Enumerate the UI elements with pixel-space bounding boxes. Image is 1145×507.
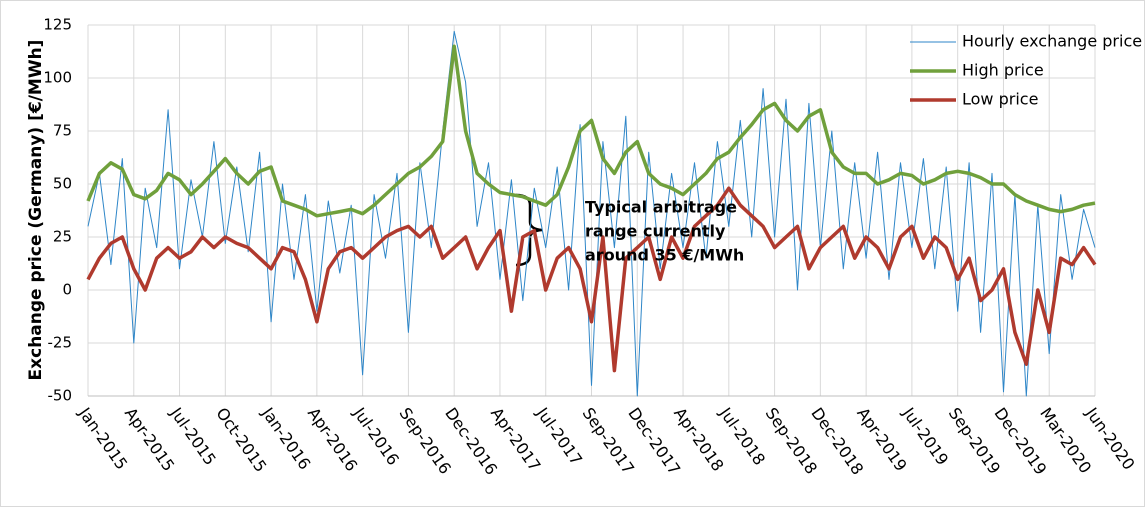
y-tick-label: 75 bbox=[53, 122, 72, 140]
legend-label: Hourly exchange price bbox=[962, 32, 1142, 51]
y-tick-label: -25 bbox=[48, 334, 73, 352]
y-tick-label: 50 bbox=[53, 175, 72, 193]
annotation: Typical arbitrage bbox=[585, 198, 737, 217]
series-line bbox=[86, 44, 1096, 218]
legend-label: Low price bbox=[962, 90, 1038, 109]
y-tick-label: -50 bbox=[48, 387, 73, 405]
annotation: around 35 €/MWh bbox=[585, 246, 744, 265]
y-tick-label: 0 bbox=[62, 281, 72, 299]
y-tick-label: 25 bbox=[53, 228, 72, 246]
y-tick-label: 100 bbox=[43, 69, 72, 87]
series-line bbox=[86, 186, 1097, 373]
y-axis-label: Exchange price (Germany) [€/MWh] bbox=[26, 40, 46, 381]
annotation: range currently bbox=[585, 222, 726, 241]
legend-label: High price bbox=[962, 61, 1044, 80]
series-line bbox=[87, 30, 1096, 397]
y-tick-label: 125 bbox=[43, 16, 72, 34]
